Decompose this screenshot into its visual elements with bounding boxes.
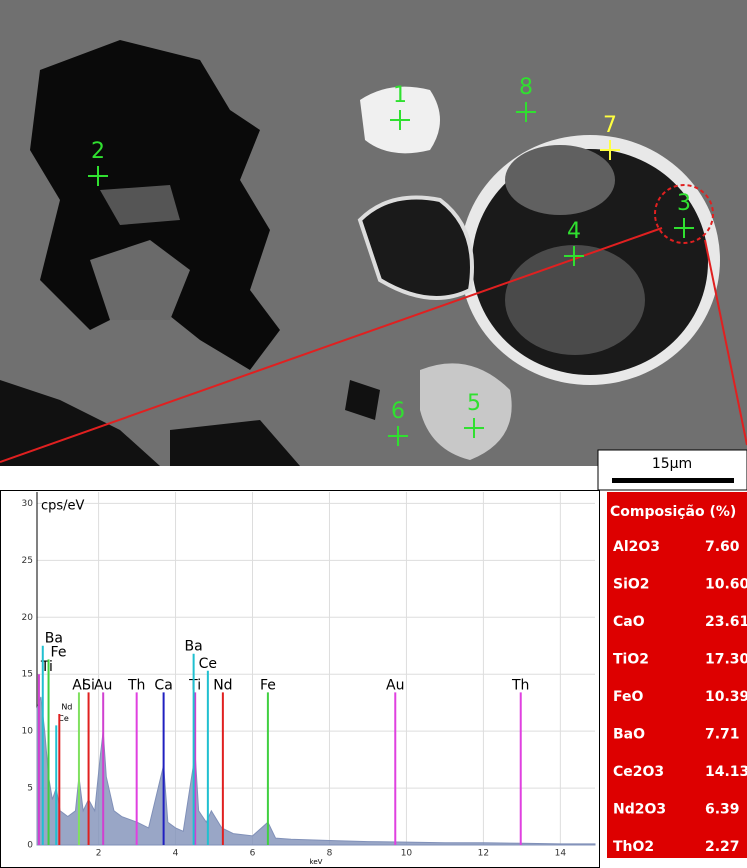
- point-label: 2: [91, 139, 105, 164]
- element-label: Th: [127, 677, 145, 693]
- element-label: Ce: [199, 656, 217, 672]
- element-label: Au: [386, 677, 404, 693]
- table-header: Composição (%): [610, 504, 736, 520]
- figure: 15µm 123456780510152025302468101214cps/e…: [0, 0, 747, 868]
- y-tick-label: 30: [22, 499, 34, 509]
- table-cell: FeO: [613, 689, 643, 705]
- table-cell: CaO: [613, 614, 645, 630]
- y-tick-label: 10: [22, 727, 34, 737]
- scale-bar-label: 15µm: [652, 456, 692, 472]
- table-cell: BaO: [613, 727, 645, 743]
- x-tick-label: 8: [327, 849, 333, 859]
- y-tick-label: 5: [27, 784, 33, 794]
- table-cell: TiO2: [613, 652, 649, 668]
- x-tick-label: 4: [173, 849, 179, 859]
- point-label: 5: [467, 391, 481, 416]
- table-cell: Nd2O3: [613, 802, 666, 818]
- element-label: Th: [511, 677, 529, 693]
- y-tick-label: 20: [22, 613, 34, 623]
- table-cell: 17.30: [705, 652, 747, 668]
- table-cell: 7.60: [705, 539, 740, 555]
- point-label: 3: [677, 191, 691, 216]
- element-label: Ca: [154, 677, 172, 693]
- x-tick-label: 12: [478, 849, 489, 859]
- element-label: Nd: [61, 703, 72, 712]
- point-label: 1: [393, 83, 407, 108]
- point-label: 6: [391, 399, 405, 424]
- element-label: Au: [94, 677, 112, 693]
- table-cell: 2.27: [705, 839, 740, 855]
- y-axis-label: cps/eV: [41, 499, 85, 514]
- y-tick-label: 0: [27, 841, 33, 851]
- table-cell: Ce2O3: [613, 764, 664, 780]
- table-cell: 10.39: [705, 689, 747, 705]
- table-cell: ThO2: [613, 839, 654, 855]
- element-label: Fe: [51, 644, 67, 660]
- table-cell: 10.60: [705, 577, 747, 593]
- y-tick-label: 25: [22, 556, 33, 566]
- table-cell: 23.61: [705, 614, 747, 630]
- table-cell: 6.39: [705, 802, 740, 818]
- y-tick-label: 15: [22, 670, 33, 680]
- x-axis-label: keV: [310, 858, 323, 866]
- x-tick-label: 2: [96, 849, 102, 859]
- scale-bar: [612, 478, 734, 483]
- table-cell: Al2O3: [613, 539, 660, 555]
- element-label: Ti: [188, 677, 201, 693]
- element-label: Fe: [260, 677, 276, 693]
- point-label: 7: [603, 113, 617, 138]
- element-label: Nd: [213, 677, 232, 693]
- table-cell: SiO2: [613, 577, 650, 593]
- x-tick-label: 6: [250, 849, 256, 859]
- point-label: 8: [519, 75, 533, 100]
- x-tick-label: 10: [401, 849, 413, 859]
- particle-core: [505, 145, 615, 215]
- table-cell: 7.71: [705, 727, 740, 743]
- element-label: Ba: [185, 639, 203, 655]
- point-label: 4: [567, 219, 581, 244]
- x-tick-label: 14: [555, 849, 567, 859]
- table-cell: 14.13: [705, 764, 747, 780]
